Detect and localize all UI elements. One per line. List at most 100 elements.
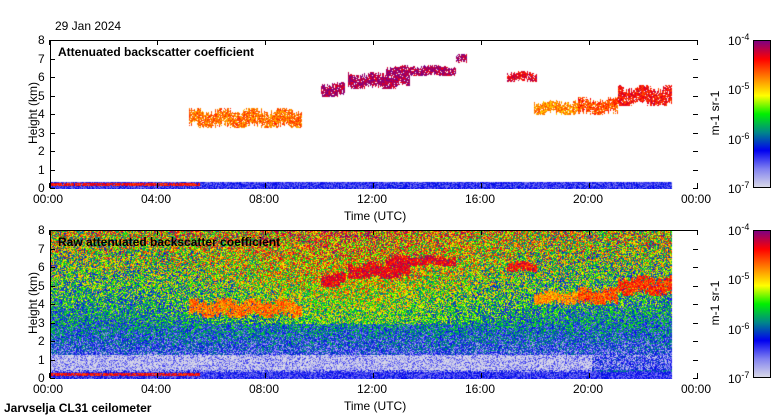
x-tick-mark	[373, 230, 374, 235]
y-tick-label: 5	[38, 88, 45, 103]
tick-exponent: -4	[741, 222, 750, 232]
tick-base: 10	[728, 34, 742, 48]
x-tick-label: 16:00	[465, 192, 496, 206]
y-tick-mark	[693, 95, 698, 97]
x-tick-mark	[49, 230, 50, 235]
y-tick-mark	[693, 230, 698, 231]
x-tick-mark	[49, 373, 50, 378]
x-tick-label: 20:00	[573, 382, 604, 396]
date-label: 29 Jan 2024	[55, 19, 122, 33]
y-tick-label: 2	[38, 144, 45, 158]
cloud	[618, 275, 672, 296]
x-tick-mark	[157, 230, 158, 235]
cloud	[578, 97, 618, 115]
y-tick-mark	[50, 58, 55, 60]
y-tick-mark	[693, 40, 698, 41]
tick-exponent: -5	[741, 81, 750, 92]
colorbar-tick-label: 10-5	[728, 81, 749, 97]
y-tick-mark	[50, 359, 55, 361]
y-tick-mark	[693, 132, 698, 134]
x-tick-mark	[373, 183, 374, 188]
panel-title: Raw attenuated backscatter coefficient	[58, 235, 281, 249]
y-tick-mark	[50, 285, 55, 287]
y-tick-label: 2	[38, 334, 45, 348]
x-tick-mark	[265, 40, 266, 45]
x-tick-label: 12:00	[357, 382, 388, 396]
y-tick-mark	[693, 58, 698, 60]
x-tick-label: 04:00	[141, 192, 172, 206]
aerosol-band	[51, 183, 200, 186]
y-tick-mark	[50, 304, 55, 305]
y-tick-mark	[50, 341, 55, 342]
y-axis-label: Height (km)	[26, 272, 40, 335]
backscatter-heatmap	[51, 231, 699, 379]
cloud	[189, 298, 302, 318]
tick-exponent: -6	[741, 130, 750, 141]
colorbar-tick-label: 10-4	[728, 32, 749, 48]
y-tick-label: 4	[38, 297, 45, 311]
colorbar-tick-label: 10-4	[728, 222, 749, 238]
tick-base: 10	[728, 83, 742, 98]
cloud	[534, 100, 580, 115]
y-tick-mark	[50, 114, 55, 115]
y-tick-label: 5	[38, 278, 45, 293]
colorbar-tick-label: 10-6	[728, 321, 749, 337]
y-tick-mark	[693, 304, 698, 305]
x-tick-mark	[481, 183, 482, 188]
y-tick-mark	[50, 151, 55, 152]
tick-exponent: -5	[741, 271, 750, 282]
x-tick-mark	[481, 40, 482, 45]
y-tick-mark	[693, 114, 698, 115]
y-tick-mark	[50, 378, 55, 379]
y-tick-label: 6	[38, 70, 45, 84]
y-tick-mark	[693, 151, 698, 152]
panel-title: Attenuated backscatter coefficient	[58, 45, 255, 59]
cloud	[507, 261, 537, 272]
colorbar-tick-label: 10-7	[728, 370, 749, 386]
y-tick-mark	[50, 77, 55, 78]
y-tick-label: 1	[38, 162, 45, 177]
y-tick-label: 3	[38, 315, 45, 330]
x-tick-mark	[265, 183, 266, 188]
x-tick-mark	[157, 183, 158, 188]
x-tick-mark	[481, 230, 482, 235]
y-tick-mark	[50, 230, 55, 231]
cloud	[618, 85, 672, 106]
x-tick-mark	[589, 230, 590, 235]
tick-base: 10	[728, 132, 742, 147]
y-tick-mark	[50, 95, 55, 97]
cloud	[189, 108, 302, 128]
tick-exponent: -7	[741, 370, 750, 380]
backscatter-heatmap	[51, 41, 699, 189]
colorbar-unit-label: m-1 sr-1	[708, 90, 722, 136]
x-tick-label: 00:00	[33, 192, 64, 206]
instrument-label: Jarvselja CL31 ceilometer	[4, 401, 152, 415]
x-tick-label: 20:00	[573, 192, 604, 206]
y-tick-mark	[693, 322, 698, 324]
cloud	[386, 65, 456, 76]
y-tick-mark	[50, 267, 55, 268]
cloud	[321, 82, 345, 97]
plot-area: Raw attenuated backscatter coefficient	[50, 230, 699, 379]
x-tick-label: 08:00	[249, 382, 280, 396]
y-tick-mark	[50, 248, 55, 250]
x-tick-mark	[49, 183, 50, 188]
tick-base: 10	[728, 322, 742, 337]
colorbar-tick-label: 10-6	[728, 131, 749, 147]
y-tick-mark	[50, 322, 55, 324]
x-tick-mark	[373, 373, 374, 378]
tick-base: 10	[728, 182, 742, 196]
x-tick-mark	[49, 40, 50, 45]
y-tick-mark	[50, 188, 55, 189]
cloud	[578, 287, 618, 305]
x-tick-mark	[589, 183, 590, 188]
colorbar-tick-label: 10-5	[728, 271, 749, 287]
x-tick-mark	[373, 40, 374, 45]
cloud	[386, 255, 456, 266]
x-tick-mark	[697, 183, 698, 188]
tick-base: 10	[728, 372, 742, 386]
y-tick-label: 8	[38, 33, 45, 47]
x-tick-mark	[481, 373, 482, 378]
y-tick-mark	[693, 248, 698, 250]
